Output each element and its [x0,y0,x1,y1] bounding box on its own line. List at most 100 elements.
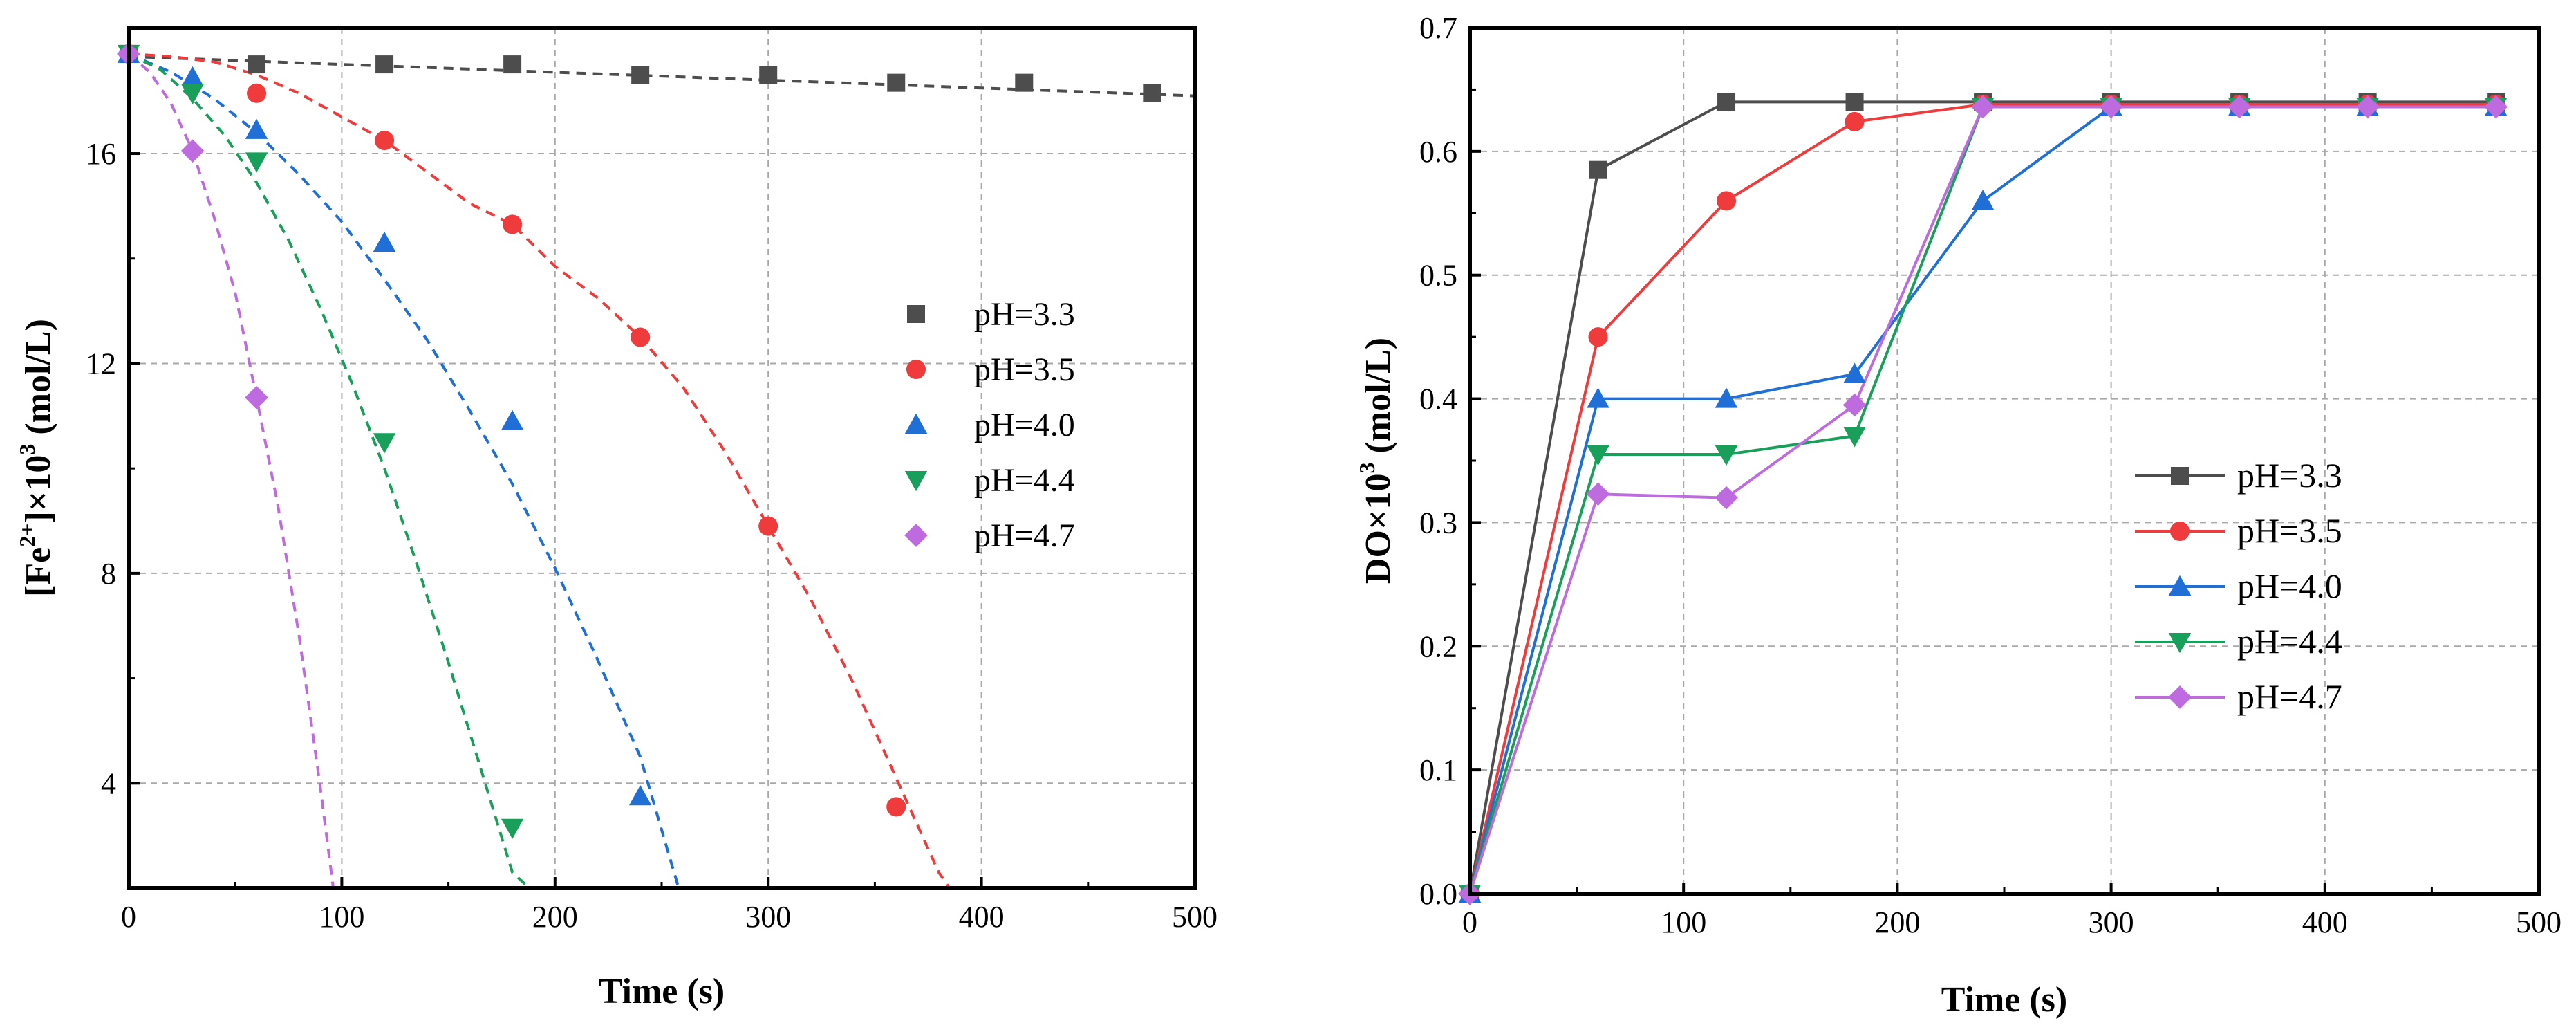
right-y-axis-title: DO×103 (mol/L) [1354,338,1398,584]
right-point-2-2 [1715,387,1738,408]
right-point-4-5 [2099,95,2123,119]
left-point-0-3 [503,55,522,74]
right-y-tick-label-4: 0.4 [1419,383,1457,416]
left-point-3-2 [245,152,268,173]
chart-left-fe2-concentration: 0 100 200 300 400 500 4 8 12 16 pH=3.3 pH=3.5 pH=4.… [15,26,1217,1011]
right-y-tick-label-7: 0.7 [1419,11,1457,45]
right-point-3-3 [1843,427,1866,448]
right-series-line-1 [1468,102,2496,894]
left-x-tick-label-5: 500 [1172,900,1217,934]
left-point-1-5 [758,516,778,536]
right-legend-marker-4 [2168,685,2192,709]
right-x-tick-label-1: 100 [1661,905,1706,939]
left-legend: pH=3.3 pH=3.5 pH=4.0 pH=4.4 pH=4.7 [904,296,1075,554]
left-y-axis-title: [Fe2+]×103 (mol/L) [15,319,58,597]
right-point-0-1 [1589,160,1607,179]
left-point-3-4 [501,818,524,840]
right-point-1-3 [1845,111,1865,131]
right-point-2-4 [1971,190,1995,210]
right-ylabel-part-1: 3 [1354,462,1379,473]
right-legend-marker-1 [2169,521,2190,542]
left-ylabel-part-2: ]×10 [19,455,58,524]
right-x-tick-label-4: 400 [2302,905,2348,939]
right-legend-label-0: pH=3.3 [2237,456,2342,495]
left-y-tick-label-2: 12 [86,347,116,380]
left-point-4-2 [245,385,268,409]
left-point-2-2 [245,118,268,139]
right-y-tick-label-1: 0.1 [1419,753,1457,787]
left-axis-ticks: 0 100 200 300 400 500 4 8 12 16 [86,137,1217,934]
left-point-2-5 [628,785,652,806]
left-grid [129,28,1195,888]
left-point-0-4 [631,66,650,84]
left-point-0-5 [759,66,778,84]
left-fit-curve-3 [128,53,531,890]
left-point-3-1 [181,84,204,105]
right-point-4-7 [2355,95,2380,119]
left-point-0-2 [375,55,394,74]
left-point-1-3 [503,214,523,234]
left-x-tick-label-1: 100 [319,900,364,934]
left-x-tick-label-0: 0 [121,900,136,934]
left-fit-curve-2 [128,53,680,889]
right-series-line-4 [1468,105,2496,894]
right-point-4-2 [1715,486,1738,510]
right-legend-label-1: pH=3.5 [2237,511,2342,550]
right-point-1-2 [1717,191,1737,211]
right-y-tick-label-3: 0.3 [1419,506,1457,540]
left-x-axis-title: Time (s) [599,972,725,1011]
right-data-points [1458,93,2508,905]
right-ylabel-part-0: DO×10 [1359,473,1398,584]
left-point-0-8 [1143,84,1161,102]
left-point-0-1 [248,55,266,74]
right-series-line-0 [1468,100,2496,894]
left-legend-label-3: pH=4.4 [974,462,1075,499]
chart-right-dissolved-oxygen: 0 100 200 300 400 500 0.0 0.1 0.2 0.3 0.4 0.5 0.6 0.7… [1354,11,2561,1020]
right-point-4-6 [2228,95,2252,119]
left-fit-curve-1 [128,52,951,890]
left-ylabel-part-1: 2+ [15,524,39,547]
left-point-1-1 [247,83,267,103]
left-legend-label-1: pH=3.5 [974,351,1075,388]
right-axis-ticks: 0 100 200 300 400 500 0.0 0.1 0.2 0.3 0.4 0.5 0.6 0.7 [1419,11,2561,939]
right-y-tick-label-6: 0.6 [1419,135,1457,169]
right-point-4-1 [1586,482,1610,506]
left-legend-marker-4 [904,524,928,547]
right-legend-label-4: pH=4.7 [2237,677,2342,716]
right-grid [1470,28,2539,894]
left-legend-marker-0 [907,305,925,323]
right-y-tick-label-5: 0.5 [1419,259,1457,293]
right-ylabel-part-2: (mol/L) [1359,338,1398,463]
right-series-lines [1468,100,2496,894]
left-ylabel-part-4: (mol/L) [19,319,58,444]
right-legend-marker-2 [2168,575,2192,596]
left-point-1-2 [375,131,395,151]
left-legend-marker-2 [904,413,928,434]
right-point-3-1 [1587,445,1609,466]
right-legend-marker-3 [2168,633,2192,654]
left-fit-curve-0 [128,55,1195,98]
right-point-2-1 [1587,387,1609,408]
left-point-0-7 [1015,73,1034,92]
left-y-tick-label-0: 4 [101,766,116,800]
right-point-4-3 [1842,393,1867,417]
right-legend-marker-0 [2171,467,2189,485]
right-point-1-1 [1588,327,1608,347]
left-legend-label-0: pH=3.3 [974,296,1075,333]
left-legend-label-2: pH=4.0 [974,407,1075,443]
left-ylabel-part-0: [Fe [19,547,58,597]
left-y-tick-label-3: 16 [86,137,116,171]
right-x-tick-label-5: 500 [2516,905,2561,939]
left-x-tick-label-3: 300 [745,900,791,934]
right-y-tick-label-0: 0.0 [1419,877,1457,911]
left-legend-marker-1 [906,359,926,380]
right-plot-frame [1468,26,2541,896]
right-point-0-3 [1845,93,1864,111]
left-legend-marker-3 [904,471,928,492]
right-x-tick-label-2: 200 [1874,905,1920,939]
left-data-points [117,42,1161,840]
left-plot-frame [127,26,1197,890]
right-series-line-3 [1468,105,2496,894]
left-x-tick-label-4: 400 [959,900,1005,934]
